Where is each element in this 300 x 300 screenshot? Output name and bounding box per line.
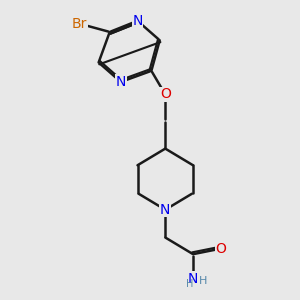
Text: N: N xyxy=(188,272,198,286)
Text: N: N xyxy=(116,75,126,89)
Text: H: H xyxy=(186,279,194,289)
Text: O: O xyxy=(215,242,226,256)
Text: Br: Br xyxy=(71,16,87,31)
Text: H: H xyxy=(199,276,208,286)
Text: N: N xyxy=(160,203,170,217)
Text: O: O xyxy=(160,87,171,101)
Text: N: N xyxy=(132,14,143,28)
